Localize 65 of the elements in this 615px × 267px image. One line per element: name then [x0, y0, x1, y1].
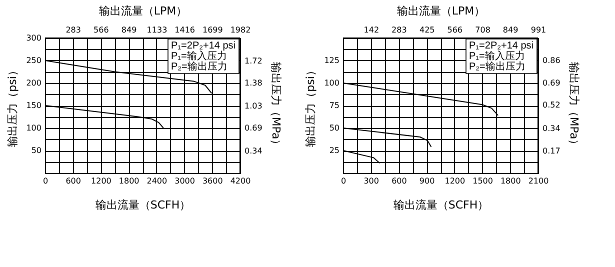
x2-tick-label: 1699 — [202, 26, 223, 34]
x2-axis-title: 输出流量（LPM） — [396, 4, 486, 18]
x2-tick-label: 566 — [94, 26, 109, 34]
y2-axis-title: 输出压力（MPa） — [269, 62, 282, 150]
y-tick-label: 125 — [324, 56, 340, 65]
x-tick-label: 0 — [340, 176, 346, 186]
y-axis-title: 输出压力（psi） — [6, 65, 20, 147]
x-tick-label: 900 — [419, 176, 435, 186]
y2-tick-label: 0.34 — [542, 124, 560, 134]
x-axis-title: 输出流量（SCFH） — [393, 198, 489, 212]
x-tick-label: 3000 — [174, 176, 195, 186]
x-tick-label: 600 — [66, 176, 81, 186]
y-tick-label: 250 — [26, 56, 42, 65]
x-tick-label: 1800 — [118, 176, 140, 186]
annotation: P₁=输入压力 — [171, 50, 227, 62]
x2-tick-label: 991 — [530, 26, 546, 34]
y-tick-label: 150 — [26, 101, 42, 110]
x-tick-label: 0 — [42, 176, 48, 186]
x2-tick-label: 142 — [364, 26, 380, 34]
y-axis-title: 输出压力（psi） — [304, 65, 318, 147]
x-axis-title: 输出流量（SCFH） — [95, 198, 191, 212]
x-tick-label: 2100 — [528, 176, 549, 186]
y-tick-label: 100 — [324, 78, 340, 88]
annotation: P₁=2P₂+14 psi — [171, 40, 236, 52]
x2-tick-label: 1982 — [230, 26, 251, 34]
x2-tick-label: 283 — [392, 26, 407, 34]
x2-tick-label: 283 — [66, 26, 81, 34]
y2-tick-label: 0.52 — [542, 100, 560, 110]
y-tick-label: 50 — [31, 146, 42, 155]
x2-tick-label: 1416 — [174, 26, 195, 34]
y2-tick-label: 0.34 — [244, 146, 262, 156]
x-tick-label: 600 — [392, 176, 407, 186]
x2-tick-label: 849 — [502, 26, 518, 34]
x2-tick-label: 566 — [447, 26, 463, 34]
y-tick-label: 75 — [329, 101, 340, 110]
y2-tick-label: 0.69 — [244, 124, 262, 132]
y2-axis-title: 输出压力（MPa） — [567, 62, 580, 150]
y2-tick-label: 1.72 — [244, 56, 262, 66]
x2-tick-label: 425 — [419, 26, 435, 34]
x-tick-label: 1800 — [500, 176, 521, 186]
y2-tick-label: 0.69 — [542, 78, 560, 88]
y2-tick-label: 0.86 — [542, 56, 560, 66]
x2-tick-label: 1133 — [146, 26, 168, 34]
x-tick-label: 4200 — [230, 176, 251, 186]
y2-tick-label: 1.38 — [244, 78, 262, 88]
x-tick-label: 2400 — [146, 176, 168, 186]
y-tick-label: 100 — [26, 124, 42, 132]
annotation: P₁=2P₂+14 psi — [469, 40, 534, 52]
annotation: P₁=输入压力 — [469, 50, 525, 62]
y-tick-label: 25 — [329, 146, 340, 155]
x-tick-label: 3600 — [202, 176, 223, 186]
y-tick-label: 300 — [26, 34, 42, 42]
x2-axis-title: 输出流量（LPM） — [98, 4, 188, 18]
x-tick-label: 1200 — [444, 176, 466, 186]
x-tick-label: 1200 — [91, 176, 112, 186]
y-tick-label: 200 — [26, 78, 42, 88]
y2-tick-label: 1.03 — [244, 101, 262, 110]
x2-tick-label: 708 — [475, 26, 490, 34]
annotation: P₂=输出压力 — [469, 60, 526, 72]
y2-tick-label: 0.17 — [542, 146, 560, 156]
x2-tick-label: 849 — [121, 26, 137, 34]
x-tick-label: 300 — [364, 176, 379, 186]
y-tick-label: 50 — [329, 124, 340, 132]
x-tick-label: 1500 — [472, 176, 493, 186]
annotation: P₂=输出压力 — [171, 60, 228, 72]
